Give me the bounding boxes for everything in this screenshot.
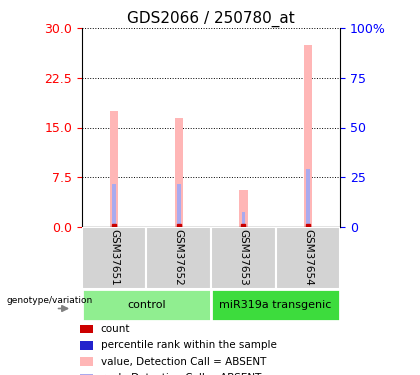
Bar — [276, 227, 340, 289]
Bar — [79, 357, 93, 366]
Text: value, Detection Call = ABSENT: value, Detection Call = ABSENT — [100, 357, 266, 367]
Bar — [304, 45, 312, 227]
Bar — [147, 227, 211, 289]
Bar — [177, 184, 181, 227]
Bar — [211, 289, 340, 321]
Bar — [110, 111, 118, 227]
Text: genotype/variation: genotype/variation — [7, 296, 93, 305]
Title: GDS2066 / 250780_at: GDS2066 / 250780_at — [127, 10, 295, 27]
Bar — [211, 227, 276, 289]
Text: GSM37651: GSM37651 — [109, 230, 119, 286]
Text: percentile rank within the sample: percentile rank within the sample — [100, 340, 276, 350]
Bar — [175, 118, 183, 227]
Bar — [79, 341, 93, 350]
Bar — [239, 190, 247, 227]
Bar — [82, 289, 211, 321]
Bar — [79, 324, 93, 333]
Text: rank, Detection Call = ABSENT: rank, Detection Call = ABSENT — [100, 373, 261, 375]
Bar — [241, 212, 245, 227]
Text: control: control — [127, 300, 166, 310]
Text: GSM37653: GSM37653 — [238, 230, 248, 286]
Bar — [306, 169, 310, 227]
Bar — [82, 227, 147, 289]
Bar — [79, 374, 93, 375]
Text: count: count — [100, 324, 130, 334]
Text: GSM37654: GSM37654 — [303, 230, 313, 286]
Bar — [113, 184, 116, 227]
Text: miR319a transgenic: miR319a transgenic — [219, 300, 332, 310]
Text: GSM37652: GSM37652 — [174, 230, 184, 286]
